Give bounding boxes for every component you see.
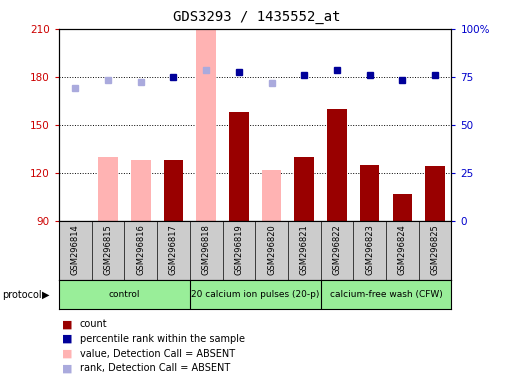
Bar (229, 112, 249, 221)
Text: calcium-free wash (CFW): calcium-free wash (CFW) (330, 290, 442, 299)
Text: GSM296820: GSM296820 (267, 224, 276, 275)
Bar (131, 160, 150, 221)
Text: value, Detection Call = ABSENT: value, Detection Call = ABSENT (80, 349, 234, 359)
Text: GSM296825: GSM296825 (430, 224, 440, 275)
Text: GSM296821: GSM296821 (300, 224, 309, 275)
Bar (59, 280, 190, 309)
Bar (294, 157, 314, 221)
Text: GDS3293 / 1435552_at: GDS3293 / 1435552_at (173, 10, 340, 23)
Text: ■: ■ (62, 334, 72, 344)
Text: rank, Detection Call = ABSENT: rank, Detection Call = ABSENT (80, 363, 230, 373)
Text: GSM296815: GSM296815 (104, 224, 112, 275)
Bar (321, 280, 451, 309)
Bar (190, 280, 321, 309)
Bar (425, 166, 445, 221)
Text: ■: ■ (62, 349, 72, 359)
Text: GSM296817: GSM296817 (169, 224, 178, 275)
Text: GSM296819: GSM296819 (234, 224, 243, 275)
Text: GSM296823: GSM296823 (365, 224, 374, 275)
Text: GSM296824: GSM296824 (398, 224, 407, 275)
Text: ■: ■ (62, 363, 72, 373)
Text: ▶: ▶ (42, 290, 50, 300)
Bar (262, 170, 281, 221)
Bar (327, 109, 347, 221)
Bar (98, 157, 118, 221)
Text: percentile rank within the sample: percentile rank within the sample (80, 334, 245, 344)
Text: GSM296818: GSM296818 (202, 224, 211, 275)
Text: GSM296816: GSM296816 (136, 224, 145, 275)
Text: control: control (109, 290, 140, 299)
Bar (164, 160, 183, 221)
Bar (392, 194, 412, 221)
Text: protocol: protocol (3, 290, 42, 300)
Bar (360, 165, 380, 221)
Text: 20 calcium ion pulses (20-p): 20 calcium ion pulses (20-p) (191, 290, 320, 299)
Text: ■: ■ (62, 319, 72, 329)
Text: GSM296822: GSM296822 (332, 224, 342, 275)
Bar (196, 29, 216, 221)
Text: GSM296814: GSM296814 (71, 224, 80, 275)
Text: count: count (80, 319, 107, 329)
